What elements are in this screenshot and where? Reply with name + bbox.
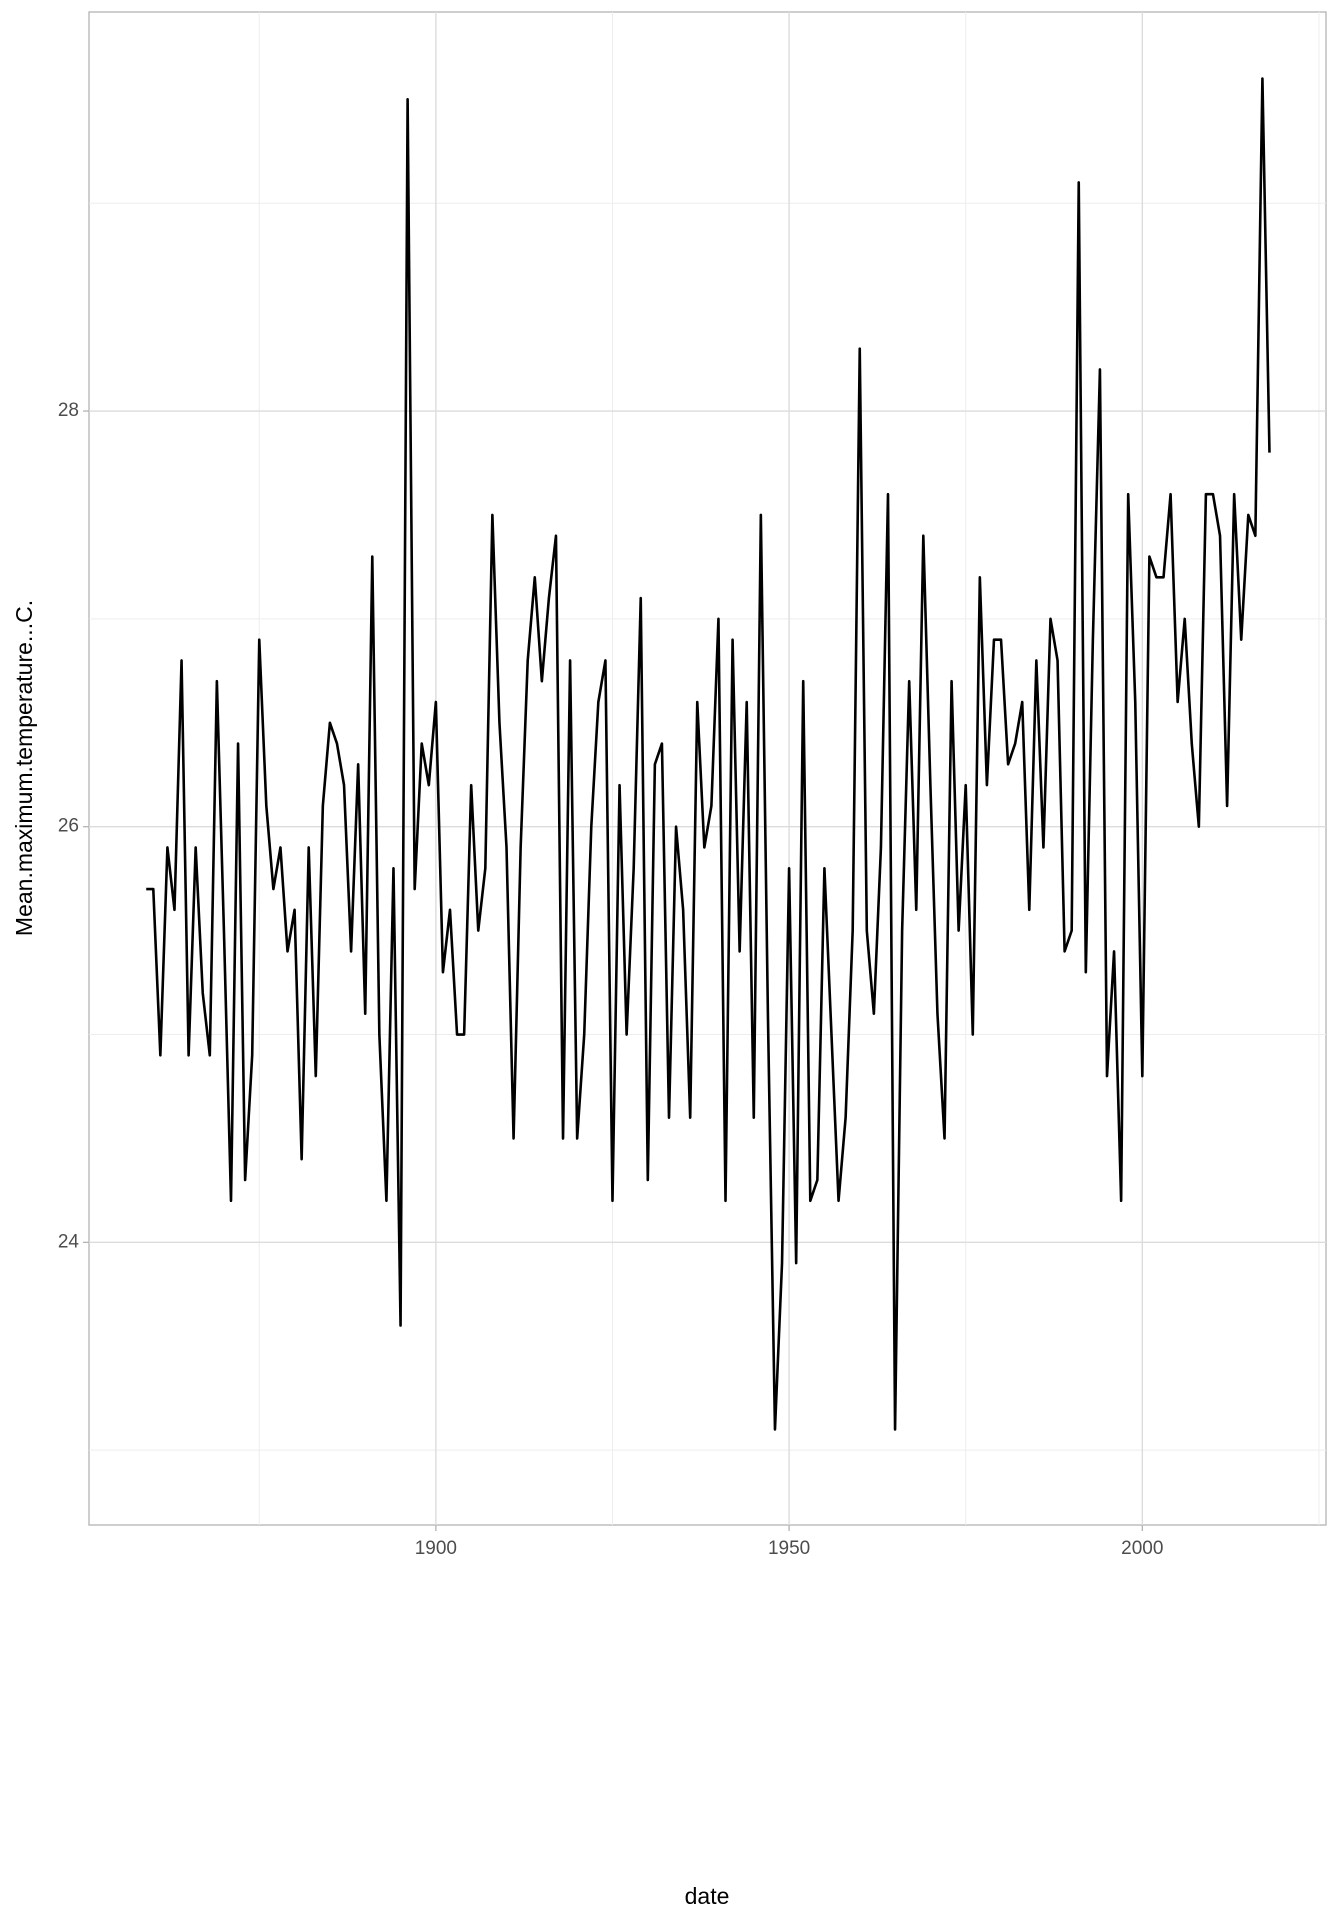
x-tick-label: 2000 <box>1121 1538 1163 1559</box>
x-axis-title: date <box>685 1883 730 1909</box>
x-tick-label: 1950 <box>768 1538 810 1559</box>
y-tick-label: 24 <box>58 1231 80 1252</box>
x-tick-label: 1900 <box>415 1538 457 1559</box>
line-series <box>146 77 1271 1431</box>
y-axis-title: Mean.maximum.temperature...C. <box>11 600 37 936</box>
plot-panel <box>88 11 1327 1526</box>
y-tick-label: 26 <box>58 816 79 837</box>
y-tick-label: 28 <box>58 400 79 421</box>
